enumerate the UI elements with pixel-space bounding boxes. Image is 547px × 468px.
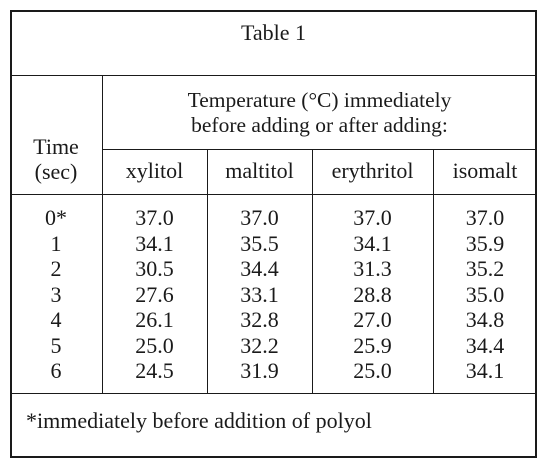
time-cell: 4 [50,307,62,332]
isomalt-cell: 35.2 [465,256,505,281]
column-header-maltitol: maltitol [225,158,294,183]
erythritol-cell: 27.0 [353,307,392,332]
maltitol-cell: 31.9 [240,358,279,383]
xylitol-cell: 37.0 [135,205,174,230]
erythritol-cell: 25.0 [353,358,392,383]
maltitol-cell: 32.2 [240,332,279,358]
group-header-temperature: Temperature (°C) immediately before addi… [187,88,452,137]
xylitol-cell: 24.5 [135,358,174,383]
erythritol-column: 37.0 34.1 31.3 28.8 27.0 25.9 25.0 [312,205,433,384]
erythritol-cell: 28.8 [353,281,392,307]
time-column: 0* 1 2 3 4 5 6 [10,205,102,384]
maltitol-cell: 35.5 [240,230,279,256]
isomalt-cell: 34.8 [465,307,505,332]
maltitol-cell: 33.1 [240,281,279,307]
isomalt-cell: 35.9 [465,230,505,256]
rule-below-title [10,75,537,76]
divider-erythritol [433,149,434,393]
rule-above-footnote [10,393,537,394]
xylitol-cell: 27.6 [135,281,174,307]
divider-maltitol [312,149,313,393]
isomalt-cell: 35.0 [465,281,505,307]
erythritol-cell: 37.0 [353,205,392,230]
column-header-erythritol: erythritol [331,158,414,183]
divider-time [102,75,103,393]
table-frame [10,10,537,458]
maltitol-cell: 37.0 [240,205,279,230]
time-cell: 3 [50,281,62,307]
isomalt-cell: 37.0 [465,205,505,230]
maltitol-cell: 32.8 [240,307,279,332]
time-cell: 5 [50,332,62,358]
column-header-isomalt: isomalt [452,158,518,183]
time-cell: 6 [50,358,62,383]
erythritol-cell: 34.1 [353,230,392,256]
time-cell: 2 [50,256,62,281]
erythritol-cell: 25.9 [353,332,392,358]
xylitol-cell: 26.1 [135,307,174,332]
column-header-xylitol: xylitol [125,158,184,183]
erythritol-cell: 31.3 [353,256,392,281]
time-cell: 1 [50,230,62,256]
rule-below-group-header [102,149,537,150]
isomalt-cell: 34.1 [465,358,505,383]
rule-below-column-headers [10,194,537,195]
xylitol-cell: 34.1 [135,230,174,256]
xylitol-column: 37.0 34.1 30.5 27.6 26.1 25.0 24.5 [102,205,207,384]
isomalt-cell: 34.4 [465,332,505,358]
xylitol-cell: 30.5 [135,256,174,281]
table-title: Table 1 [240,20,307,45]
row-header-time: Time (sec) [33,134,79,184]
xylitol-cell: 25.0 [135,332,174,358]
maltitol-column: 37.0 35.5 34.4 33.1 32.8 32.2 31.9 [207,205,312,384]
divider-xylitol [207,149,208,393]
table-footnote: *immediately before addition of polyol [26,408,372,433]
isomalt-column: 37.0 35.9 35.2 35.0 34.8 34.4 34.1 [433,205,537,384]
time-cell: 0* [45,205,67,230]
maltitol-cell: 34.4 [240,256,279,281]
